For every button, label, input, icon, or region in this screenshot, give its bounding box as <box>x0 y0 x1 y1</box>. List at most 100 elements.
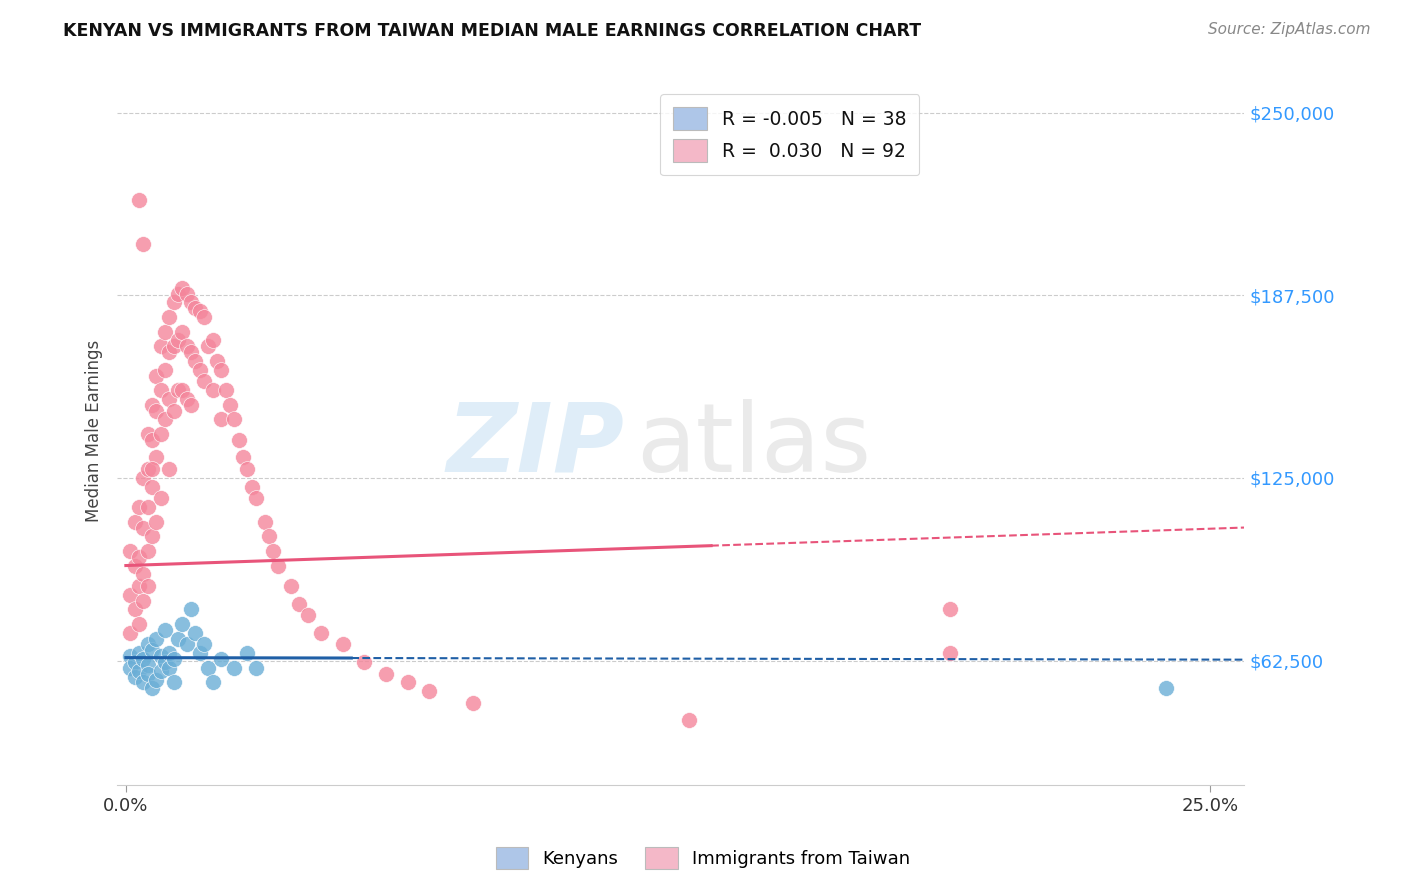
Point <box>162 652 184 666</box>
Point <box>236 646 259 660</box>
Point <box>205 354 228 368</box>
Point <box>149 649 172 664</box>
Point <box>162 295 184 310</box>
Point <box>124 515 146 529</box>
Point <box>157 462 180 476</box>
Point <box>201 383 224 397</box>
Point <box>1156 681 1178 696</box>
Text: KENYAN VS IMMIGRANTS FROM TAIWAN MEDIAN MALE EARNINGS CORRELATION CHART: KENYAN VS IMMIGRANTS FROM TAIWAN MEDIAN … <box>63 22 921 40</box>
Text: ZIP: ZIP <box>447 399 624 491</box>
Point <box>176 339 198 353</box>
Point <box>180 345 202 359</box>
Point <box>128 646 150 660</box>
Point <box>262 544 284 558</box>
Point <box>197 339 219 353</box>
Point <box>141 433 163 447</box>
Point <box>132 237 155 252</box>
Point <box>145 450 167 465</box>
Y-axis label: Median Male Earnings: Median Male Earnings <box>86 340 103 522</box>
Point <box>153 412 176 426</box>
Point <box>132 675 155 690</box>
Point <box>172 325 194 339</box>
Point <box>157 646 180 660</box>
Point <box>236 462 259 476</box>
Point <box>232 450 254 465</box>
Point <box>228 433 250 447</box>
Point <box>120 588 142 602</box>
Point <box>145 403 167 417</box>
Point <box>132 520 155 534</box>
Point <box>418 684 440 698</box>
Point <box>149 491 172 506</box>
Point <box>145 673 167 687</box>
Point <box>167 383 190 397</box>
Point <box>188 362 211 376</box>
Point <box>128 193 150 207</box>
Point <box>132 471 155 485</box>
Point <box>396 675 419 690</box>
Point <box>157 310 180 325</box>
Point <box>224 412 246 426</box>
Point <box>172 383 194 397</box>
Point <box>162 675 184 690</box>
Point <box>176 286 198 301</box>
Point <box>145 515 167 529</box>
Point <box>288 597 311 611</box>
Point <box>141 643 163 657</box>
Point <box>209 412 232 426</box>
Point <box>153 325 176 339</box>
Point <box>136 544 159 558</box>
Point <box>141 480 163 494</box>
Point <box>240 480 263 494</box>
Point <box>332 637 354 651</box>
Point <box>184 354 207 368</box>
Point <box>353 655 375 669</box>
Point <box>188 646 211 660</box>
Point <box>375 666 398 681</box>
Legend: R = -0.005   N = 38, R =  0.030   N = 92: R = -0.005 N = 38, R = 0.030 N = 92 <box>659 94 920 175</box>
Point <box>124 655 146 669</box>
Point <box>136 579 159 593</box>
Point <box>132 652 155 666</box>
Point <box>201 334 224 348</box>
Point <box>201 675 224 690</box>
Point <box>120 544 142 558</box>
Point <box>128 617 150 632</box>
Point <box>157 661 180 675</box>
Point <box>157 392 180 406</box>
Point <box>120 625 142 640</box>
Point <box>136 500 159 514</box>
Point <box>136 637 159 651</box>
Point <box>128 664 150 678</box>
Point <box>197 661 219 675</box>
Point <box>162 403 184 417</box>
Point <box>280 579 302 593</box>
Point <box>124 558 146 573</box>
Legend: Kenyans, Immigrants from Taiwan: Kenyans, Immigrants from Taiwan <box>486 838 920 879</box>
Point <box>188 304 211 318</box>
Point <box>678 714 700 728</box>
Point <box>145 632 167 646</box>
Point <box>257 529 280 543</box>
Point <box>153 623 176 637</box>
Point <box>128 500 150 514</box>
Point <box>245 491 267 506</box>
Point <box>157 345 180 359</box>
Point <box>266 558 288 573</box>
Point <box>149 383 172 397</box>
Point <box>214 383 236 397</box>
Point <box>172 281 194 295</box>
Point <box>193 375 215 389</box>
Point <box>124 602 146 616</box>
Point <box>193 637 215 651</box>
Point <box>141 398 163 412</box>
Point <box>209 362 232 376</box>
Point <box>128 549 150 564</box>
Point <box>180 398 202 412</box>
Point <box>153 655 176 669</box>
Point <box>167 286 190 301</box>
Point <box>136 427 159 442</box>
Text: Source: ZipAtlas.com: Source: ZipAtlas.com <box>1208 22 1371 37</box>
Point <box>219 398 242 412</box>
Point <box>136 666 159 681</box>
